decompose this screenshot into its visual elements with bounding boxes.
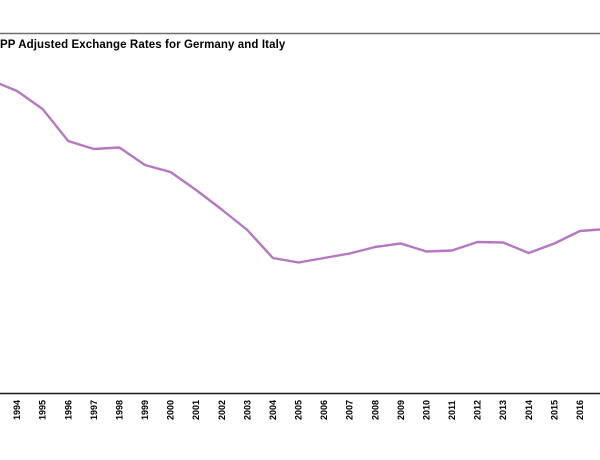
x-tick-label-2001: 2001 (191, 400, 201, 420)
x-tick-label-1996: 1996 (63, 400, 73, 420)
x-tick-label-1995: 1995 (38, 400, 48, 420)
x-tick-label-1999: 1999 (140, 400, 150, 420)
x-tick-label-2003: 2003 (242, 400, 252, 420)
x-tick-label-1994: 1994 (12, 400, 22, 420)
x-tick-label-2002: 2002 (217, 400, 227, 420)
x-tick-label-2000: 2000 (166, 400, 176, 420)
x-tick-label-2005: 2005 (294, 400, 304, 420)
x-tick-label-2013: 2013 (498, 400, 508, 420)
x-tick-label-2010: 2010 (421, 400, 431, 420)
x-tick-label-2008: 2008 (370, 400, 380, 420)
x-tick-label-2011: 2011 (447, 400, 457, 420)
exchange-rate-line (0, 82, 600, 264)
x-tick-label-2007: 2007 (345, 400, 355, 420)
x-tick-label-1998: 1998 (114, 400, 124, 420)
x-tick-label-2009: 2009 (396, 400, 406, 420)
x-tick-label-1997: 1997 (89, 400, 99, 420)
chart-title: PP Adjusted Exchange Rates for Germany a… (0, 39, 286, 51)
x-tick-label-2012: 2012 (473, 400, 483, 420)
x-tick-label-2004: 2004 (268, 400, 278, 420)
x-tick-label-2016: 2016 (575, 400, 585, 420)
x-tick-label-2006: 2006 (319, 400, 329, 420)
x-tick-label-2014: 2014 (524, 400, 534, 420)
x-tick-label-2015: 2015 (549, 400, 559, 420)
